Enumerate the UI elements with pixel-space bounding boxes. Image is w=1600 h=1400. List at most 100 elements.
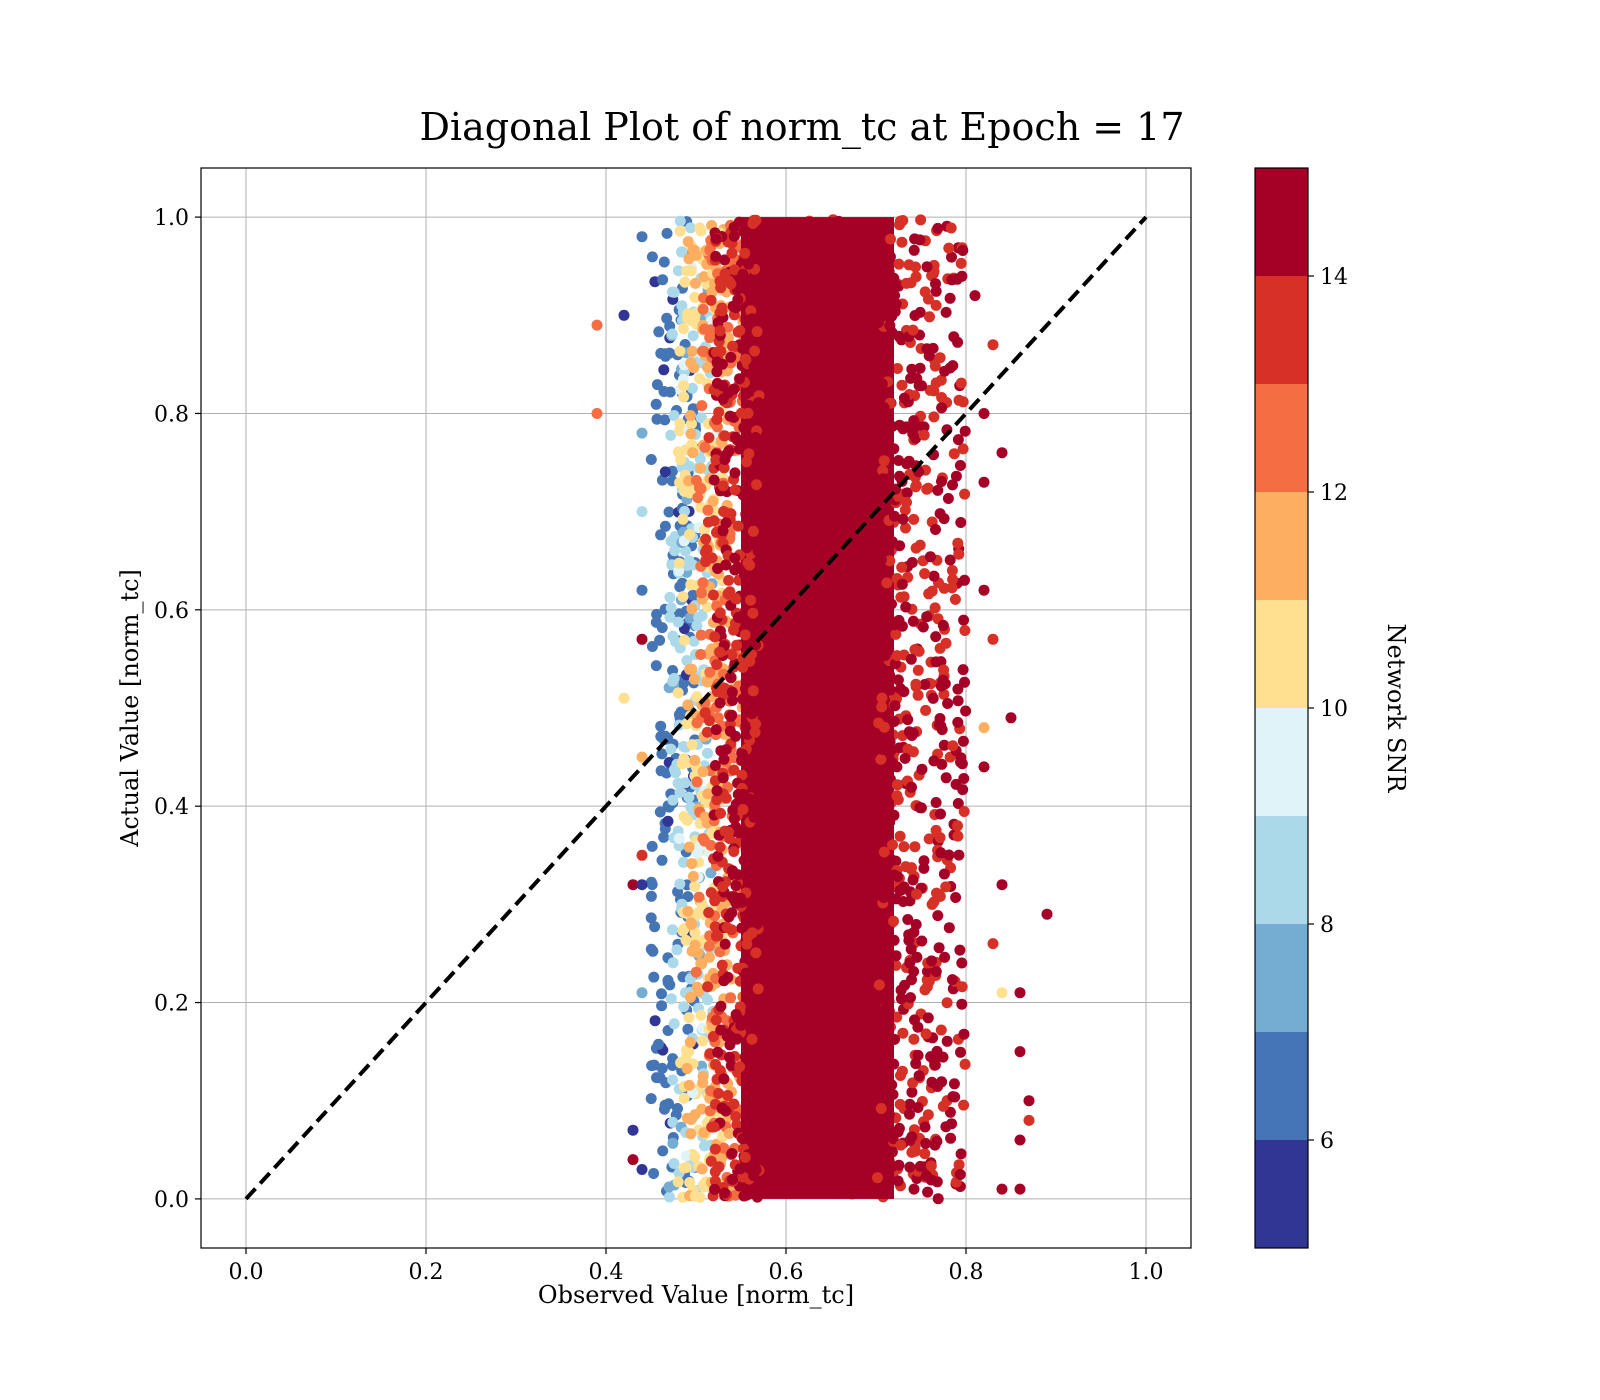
scatter-point — [875, 1103, 887, 1114]
scatter-point — [955, 377, 967, 389]
scatter-point — [922, 1012, 934, 1024]
scatter-point — [729, 484, 741, 496]
scatter-point — [956, 270, 968, 282]
scatter-point — [914, 1160, 926, 1172]
scatter-point — [902, 914, 914, 925]
scatter-point — [898, 841, 910, 853]
scatter-point — [667, 957, 679, 969]
scatter-point — [960, 705, 972, 717]
scatter-point — [665, 602, 677, 614]
scatter-point — [703, 951, 715, 963]
scatter-point — [893, 742, 905, 754]
scatter-point — [723, 574, 735, 586]
scatter-point — [714, 697, 726, 709]
scatter-point — [928, 1054, 940, 1066]
scatter-point — [948, 1078, 960, 1090]
scatter-point — [674, 878, 686, 890]
scatter-point — [752, 792, 764, 803]
scatter-point — [893, 455, 905, 466]
scatter-point — [666, 328, 678, 340]
scatter-point — [919, 679, 931, 690]
scatter-point — [673, 832, 685, 844]
scatter-point — [732, 561, 744, 573]
scatter-point — [698, 1140, 710, 1152]
scatter-point — [651, 608, 663, 620]
scatter-point — [932, 910, 944, 922]
scatter-point — [909, 644, 921, 656]
scatter-point — [952, 716, 964, 728]
scatter-point — [678, 485, 690, 497]
y-tick-label: 0.4 — [154, 795, 189, 820]
scatter-point — [685, 1128, 697, 1140]
scatter-point — [749, 345, 761, 357]
scatter-point — [950, 892, 962, 903]
scatter-point — [916, 763, 928, 775]
scatter-point — [697, 1071, 709, 1083]
scatter-point — [945, 222, 957, 234]
scatter-point — [904, 895, 916, 907]
scatter-point — [750, 947, 762, 959]
scatter-point — [893, 258, 905, 270]
scatter-point — [900, 277, 912, 289]
scatter-point — [742, 557, 754, 569]
scatter-point — [987, 633, 999, 645]
scatter-point — [946, 274, 958, 286]
scatter-point — [884, 816, 896, 828]
scatter-point — [890, 950, 902, 962]
scatter-point — [953, 1159, 965, 1171]
scatter-point — [713, 1088, 725, 1099]
scatter-point — [661, 312, 673, 324]
scatter-point — [691, 776, 703, 788]
scatter-point — [684, 612, 696, 624]
scatter-point — [726, 247, 738, 259]
scatter-point — [752, 230, 764, 242]
scatter-point — [702, 788, 714, 800]
scatter-point — [746, 708, 758, 720]
scatter-point — [618, 692, 630, 704]
scatter-point — [699, 811, 711, 823]
scatter-point — [882, 1043, 894, 1055]
scatter-point — [943, 242, 955, 254]
scatter-point — [896, 1065, 908, 1077]
scatter-point — [918, 862, 930, 874]
y-tick-label: 0.2 — [154, 992, 189, 1017]
scatter-point — [667, 1137, 679, 1149]
scatter-point — [1023, 1114, 1035, 1126]
scatter-point — [715, 1000, 727, 1012]
scatter-point — [646, 641, 658, 652]
scatter-point — [959, 676, 970, 688]
scatter-point — [681, 1112, 693, 1124]
scatter-point — [734, 1163, 746, 1175]
scatter-point — [673, 608, 685, 620]
scatter-point — [645, 912, 657, 924]
scatter-point — [648, 1168, 660, 1179]
scatter-point — [934, 713, 946, 724]
scatter-point — [877, 1061, 889, 1073]
colorbar-ticks: 6 8 10 12 14 — [1308, 265, 1348, 1154]
scatter-point — [896, 578, 908, 590]
scatter-point — [699, 441, 711, 453]
scatter-point — [689, 754, 701, 766]
scatter-point — [710, 724, 722, 736]
scatter-point — [875, 554, 887, 566]
scatter-point — [900, 601, 912, 613]
scatter-point — [888, 869, 900, 881]
scatter-point — [636, 427, 648, 439]
scatter-point — [912, 664, 924, 676]
scatter-point — [952, 434, 964, 446]
x-axis-ticks: 0.0 0.2 0.4 0.6 0.8 1.0 — [229, 1248, 1164, 1285]
scatter-point — [711, 659, 723, 671]
scatter-point — [903, 455, 915, 467]
scatter-point — [673, 557, 685, 569]
scatter-point — [737, 804, 749, 815]
scatter-point — [930, 966, 942, 977]
scatter-point — [926, 585, 938, 597]
scatter-point — [897, 513, 909, 525]
scatter-point — [917, 621, 929, 633]
scatter-point — [658, 364, 670, 376]
scatter-point — [711, 794, 723, 806]
scatter-point — [728, 813, 740, 825]
scatter-point — [738, 226, 750, 238]
scatter-point — [699, 323, 710, 335]
scatter-point — [679, 276, 691, 288]
